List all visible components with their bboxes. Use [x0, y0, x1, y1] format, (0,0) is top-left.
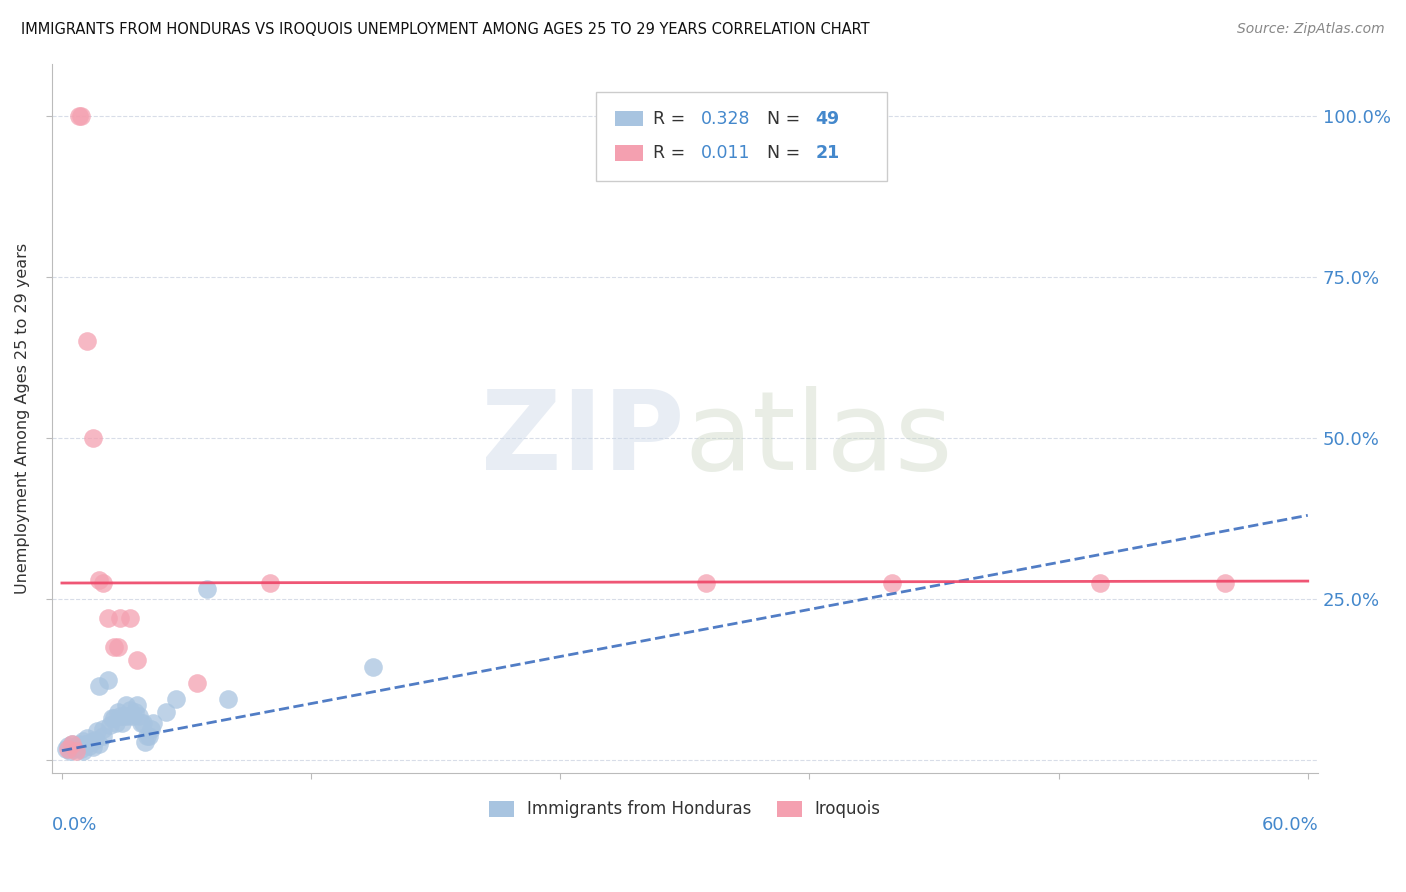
Text: 0.011: 0.011	[702, 144, 751, 161]
Point	[63, 741, 86, 756]
Point	[89, 679, 111, 693]
Text: N =: N =	[768, 110, 806, 128]
Point	[120, 611, 142, 625]
Point	[108, 709, 131, 723]
Text: R =: R =	[654, 110, 690, 128]
Point	[117, 709, 139, 723]
Text: N =: N =	[768, 144, 806, 161]
Point	[86, 724, 108, 739]
Point	[72, 734, 94, 748]
Text: 0.328: 0.328	[702, 110, 751, 128]
Point	[112, 709, 135, 723]
Point	[134, 735, 156, 749]
Point	[363, 660, 385, 674]
Point	[67, 737, 90, 751]
Point	[141, 723, 163, 737]
Point	[67, 109, 90, 123]
Point	[59, 744, 82, 758]
Text: ZIP: ZIP	[481, 386, 685, 493]
Point	[76, 731, 98, 745]
Point	[259, 576, 281, 591]
Point	[73, 737, 96, 751]
FancyBboxPatch shape	[616, 111, 643, 127]
Text: R =: R =	[654, 144, 690, 161]
Point	[125, 698, 148, 713]
Point	[132, 715, 155, 730]
Point	[80, 735, 103, 749]
Text: 21: 21	[815, 144, 839, 161]
Point	[121, 709, 143, 723]
Point	[103, 711, 125, 725]
Text: atlas: atlas	[685, 386, 953, 493]
Point	[186, 676, 208, 690]
Point	[129, 715, 152, 730]
Point	[60, 737, 83, 751]
Point	[55, 741, 77, 756]
Point	[93, 723, 115, 737]
Point	[89, 573, 111, 587]
Point	[695, 576, 717, 591]
Point	[125, 653, 148, 667]
Point	[56, 739, 79, 753]
Point	[89, 737, 111, 751]
Point	[77, 739, 100, 753]
Point	[84, 732, 107, 747]
Point	[82, 740, 104, 755]
Y-axis label: Unemployment Among Ages 25 to 29 years: Unemployment Among Ages 25 to 29 years	[15, 243, 30, 594]
Point	[72, 744, 94, 758]
Point	[165, 692, 187, 706]
Point	[107, 640, 129, 655]
Point	[155, 705, 177, 719]
Point	[136, 729, 159, 743]
Point	[115, 698, 138, 713]
Point	[65, 744, 87, 758]
Point	[69, 741, 91, 756]
Point	[104, 715, 127, 730]
Point	[142, 715, 165, 730]
Text: 49: 49	[815, 110, 839, 128]
Text: IMMIGRANTS FROM HONDURAS VS IROQUOIS UNEMPLOYMENT AMONG AGES 25 TO 29 YEARS CORR: IMMIGRANTS FROM HONDURAS VS IROQUOIS UNE…	[21, 22, 870, 37]
Point	[98, 718, 121, 732]
Point	[195, 582, 218, 597]
Point	[65, 740, 87, 755]
Point	[103, 640, 125, 655]
Point	[56, 741, 79, 756]
Point	[111, 715, 134, 730]
Point	[93, 576, 115, 591]
Text: Source: ZipAtlas.com: Source: ZipAtlas.com	[1237, 22, 1385, 37]
Point	[217, 692, 239, 706]
Point	[124, 705, 146, 719]
Point	[97, 611, 120, 625]
Legend: Immigrants from Honduras, Iroquois: Immigrants from Honduras, Iroquois	[482, 794, 887, 825]
Point	[97, 673, 120, 687]
Point	[60, 737, 83, 751]
Point	[100, 711, 122, 725]
Point	[76, 334, 98, 349]
Text: 60.0%: 60.0%	[1261, 816, 1319, 834]
Point	[108, 611, 131, 625]
FancyBboxPatch shape	[616, 145, 643, 161]
Text: 0.0%: 0.0%	[52, 816, 97, 834]
Point	[69, 109, 91, 123]
Point	[128, 709, 150, 723]
Point	[107, 705, 129, 719]
Point	[1088, 576, 1111, 591]
Point	[120, 703, 142, 717]
Point	[882, 576, 904, 591]
Point	[82, 431, 104, 445]
Point	[138, 729, 160, 743]
Point	[93, 729, 115, 743]
Point	[1213, 576, 1236, 591]
FancyBboxPatch shape	[596, 93, 887, 181]
